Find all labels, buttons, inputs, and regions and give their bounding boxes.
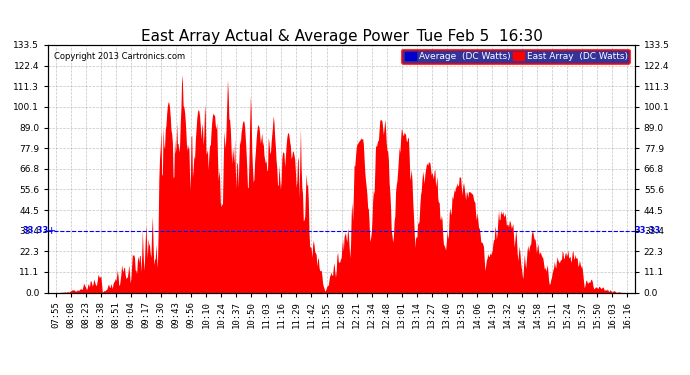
Text: 33.33: 33.33 — [635, 226, 661, 235]
Text: +: + — [47, 226, 56, 236]
Text: Copyright 2013 Cartronics.com: Copyright 2013 Cartronics.com — [55, 53, 186, 62]
Title: East Array Actual & Average Power Tue Feb 5  16:30: East Array Actual & Average Power Tue Fe… — [141, 29, 542, 44]
Text: 33.33: 33.33 — [22, 226, 48, 235]
Legend: Average  (DC Watts), East Array  (DC Watts): Average (DC Watts), East Array (DC Watts… — [402, 50, 630, 64]
